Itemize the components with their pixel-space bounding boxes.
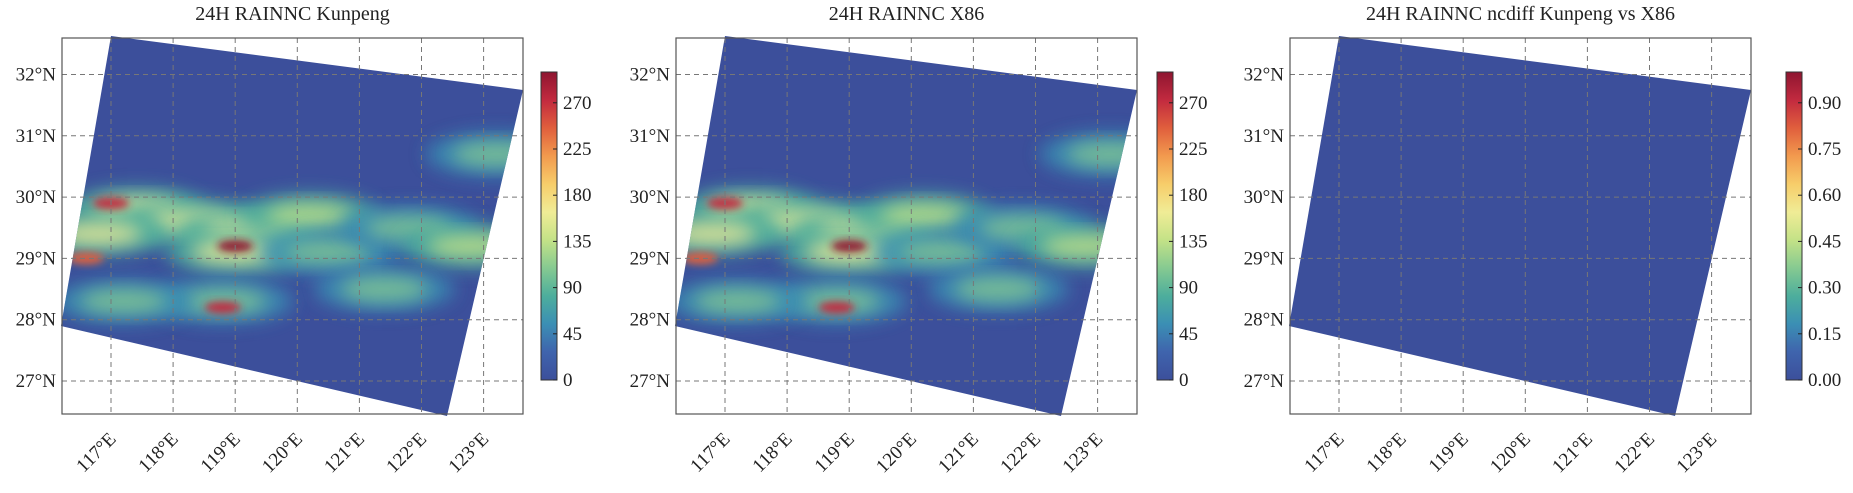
- panel-title: 24H RAINNC ncdiff Kunpeng vs X86: [1366, 3, 1675, 25]
- rain-band-core: [1066, 142, 1137, 167]
- x-tick-label: 118°E: [135, 429, 183, 477]
- y-tick-label: 29°N: [630, 248, 671, 269]
- rain-peak: [68, 252, 105, 265]
- colorbar-tick-label: 0.30: [1808, 278, 1841, 299]
- x-tick-label: 119°E: [811, 429, 859, 477]
- rain-band-core: [427, 234, 516, 259]
- colorbar-tick-label: 0.00: [1808, 370, 1841, 391]
- colorbar-tick-label: 135: [563, 231, 592, 252]
- x-tick-label: 122°E: [1610, 429, 1659, 478]
- x-tick-label: 117°E: [1300, 429, 1348, 477]
- colorbar-tick-label: 225: [1179, 139, 1208, 160]
- map-frame: [1289, 37, 1752, 415]
- colorbar-tick-label: 0.75: [1808, 139, 1841, 160]
- colorbar-tick-label: 270: [563, 93, 592, 114]
- y-tick-label: 29°N: [16, 248, 57, 269]
- colorbar-tick-label: 180: [563, 185, 592, 206]
- colorbar-tick-label: 0.60: [1808, 185, 1841, 206]
- y-tick-label: 27°N: [630, 371, 671, 392]
- domain-field: [1289, 36, 1751, 416]
- colorbar-tick-label: 0: [563, 370, 573, 391]
- y-tick-label: 32°N: [1244, 65, 1285, 86]
- map-frame: [675, 37, 1138, 415]
- x-tick-label: 121°E: [934, 429, 983, 478]
- rain-layer: [675, 132, 1137, 324]
- y-tick-label: 31°N: [16, 126, 57, 147]
- y-tick-label: 27°N: [16, 371, 57, 392]
- colorbar-tick-label: 0: [1179, 370, 1189, 391]
- rain-band-core: [265, 203, 354, 228]
- rain-band-core: [1041, 234, 1130, 259]
- x-tick-label: 122°E: [382, 429, 431, 478]
- y-tick-label: 30°N: [630, 187, 671, 208]
- map-panel-1: 24H RAINNC Kunpeng 117°E 118°E 119°E 120°E 12…: [16, 3, 592, 477]
- map-frame: [61, 37, 524, 415]
- x-tick-label: 118°E: [1363, 429, 1411, 477]
- rain-layer: [61, 132, 523, 324]
- colorbar-tick-label: 0.15: [1808, 324, 1841, 345]
- colorbar-tick-label: 90: [1179, 278, 1198, 299]
- x-tick-label: 120°E: [258, 429, 307, 478]
- x-tick-label: 121°E: [320, 429, 369, 478]
- map-panel-2: 24H RAINNC X86 117°E 118°E 119°E 120°E 121°E 1…: [630, 3, 1208, 477]
- rain-peak: [204, 301, 241, 314]
- rain-band-core: [61, 221, 143, 246]
- rain-band-core: [452, 142, 523, 167]
- x-tick-label: 122°E: [996, 429, 1045, 478]
- x-tick-label: 123°E: [1059, 429, 1108, 478]
- y-tick-label: 27°N: [1244, 371, 1285, 392]
- colorbar-tick-label: 45: [563, 324, 582, 345]
- x-tick-label: 123°E: [445, 429, 494, 478]
- rain-band-core: [805, 240, 894, 265]
- rain-band-core: [792, 289, 881, 314]
- rain-band-core: [954, 277, 1043, 302]
- y-tick-label: 31°N: [630, 126, 671, 147]
- y-tick-label: 30°N: [16, 187, 57, 208]
- x-tick-label: 120°E: [872, 429, 921, 478]
- map-panel-3: 24H RAINNC ncdiff Kunpeng vs X86 117°E 118…: [1244, 3, 1842, 477]
- y-tick-label: 28°N: [16, 310, 57, 331]
- colorbar-tick-label: 0.45: [1808, 231, 1841, 252]
- colorbar-tick-label: 45: [1179, 324, 1198, 345]
- x-tick-label: 119°E: [197, 429, 245, 477]
- y-tick-label: 32°N: [16, 65, 57, 86]
- y-tick-label: 30°N: [1244, 187, 1285, 208]
- colorbar-tick-label: 270: [1179, 93, 1208, 114]
- rain-band-core: [898, 240, 987, 265]
- y-tick-label: 28°N: [1244, 310, 1285, 331]
- rain-band-core: [675, 221, 757, 246]
- rain-band-core: [340, 277, 429, 302]
- rain-peak: [682, 252, 719, 265]
- rain-band-core: [191, 240, 280, 265]
- rain-band-core: [284, 240, 373, 265]
- panel-title: 24H RAINNC Kunpeng: [195, 3, 389, 25]
- x-tick-label: 117°E: [72, 429, 120, 477]
- x-tick-label: 121°E: [1548, 429, 1597, 478]
- x-tick-label: 123°E: [1673, 429, 1722, 478]
- rain-band-core: [79, 289, 168, 314]
- rain-band-core: [879, 203, 968, 228]
- rain-band-core: [178, 289, 267, 314]
- colorbar-tick-label: 0.90: [1808, 93, 1841, 114]
- y-tick-label: 31°N: [1244, 126, 1285, 147]
- y-tick-label: 32°N: [630, 65, 671, 86]
- colorbar-tick-label: 225: [563, 139, 592, 160]
- x-tick-label: 120°E: [1486, 429, 1535, 478]
- colorbar-tick-label: 180: [1179, 185, 1208, 206]
- x-tick-label: 119°E: [1425, 429, 1473, 477]
- y-tick-label: 29°N: [1244, 248, 1285, 269]
- panel-title: 24H RAINNC X86: [829, 3, 985, 25]
- x-tick-label: 117°E: [686, 429, 734, 477]
- colorbar-tick-label: 90: [563, 278, 582, 299]
- y-tick-label: 28°N: [630, 310, 671, 331]
- rain-peak: [818, 301, 855, 314]
- x-tick-label: 118°E: [749, 429, 797, 477]
- rain-band-core: [693, 289, 782, 314]
- colorbar-tick-label: 135: [1179, 231, 1208, 252]
